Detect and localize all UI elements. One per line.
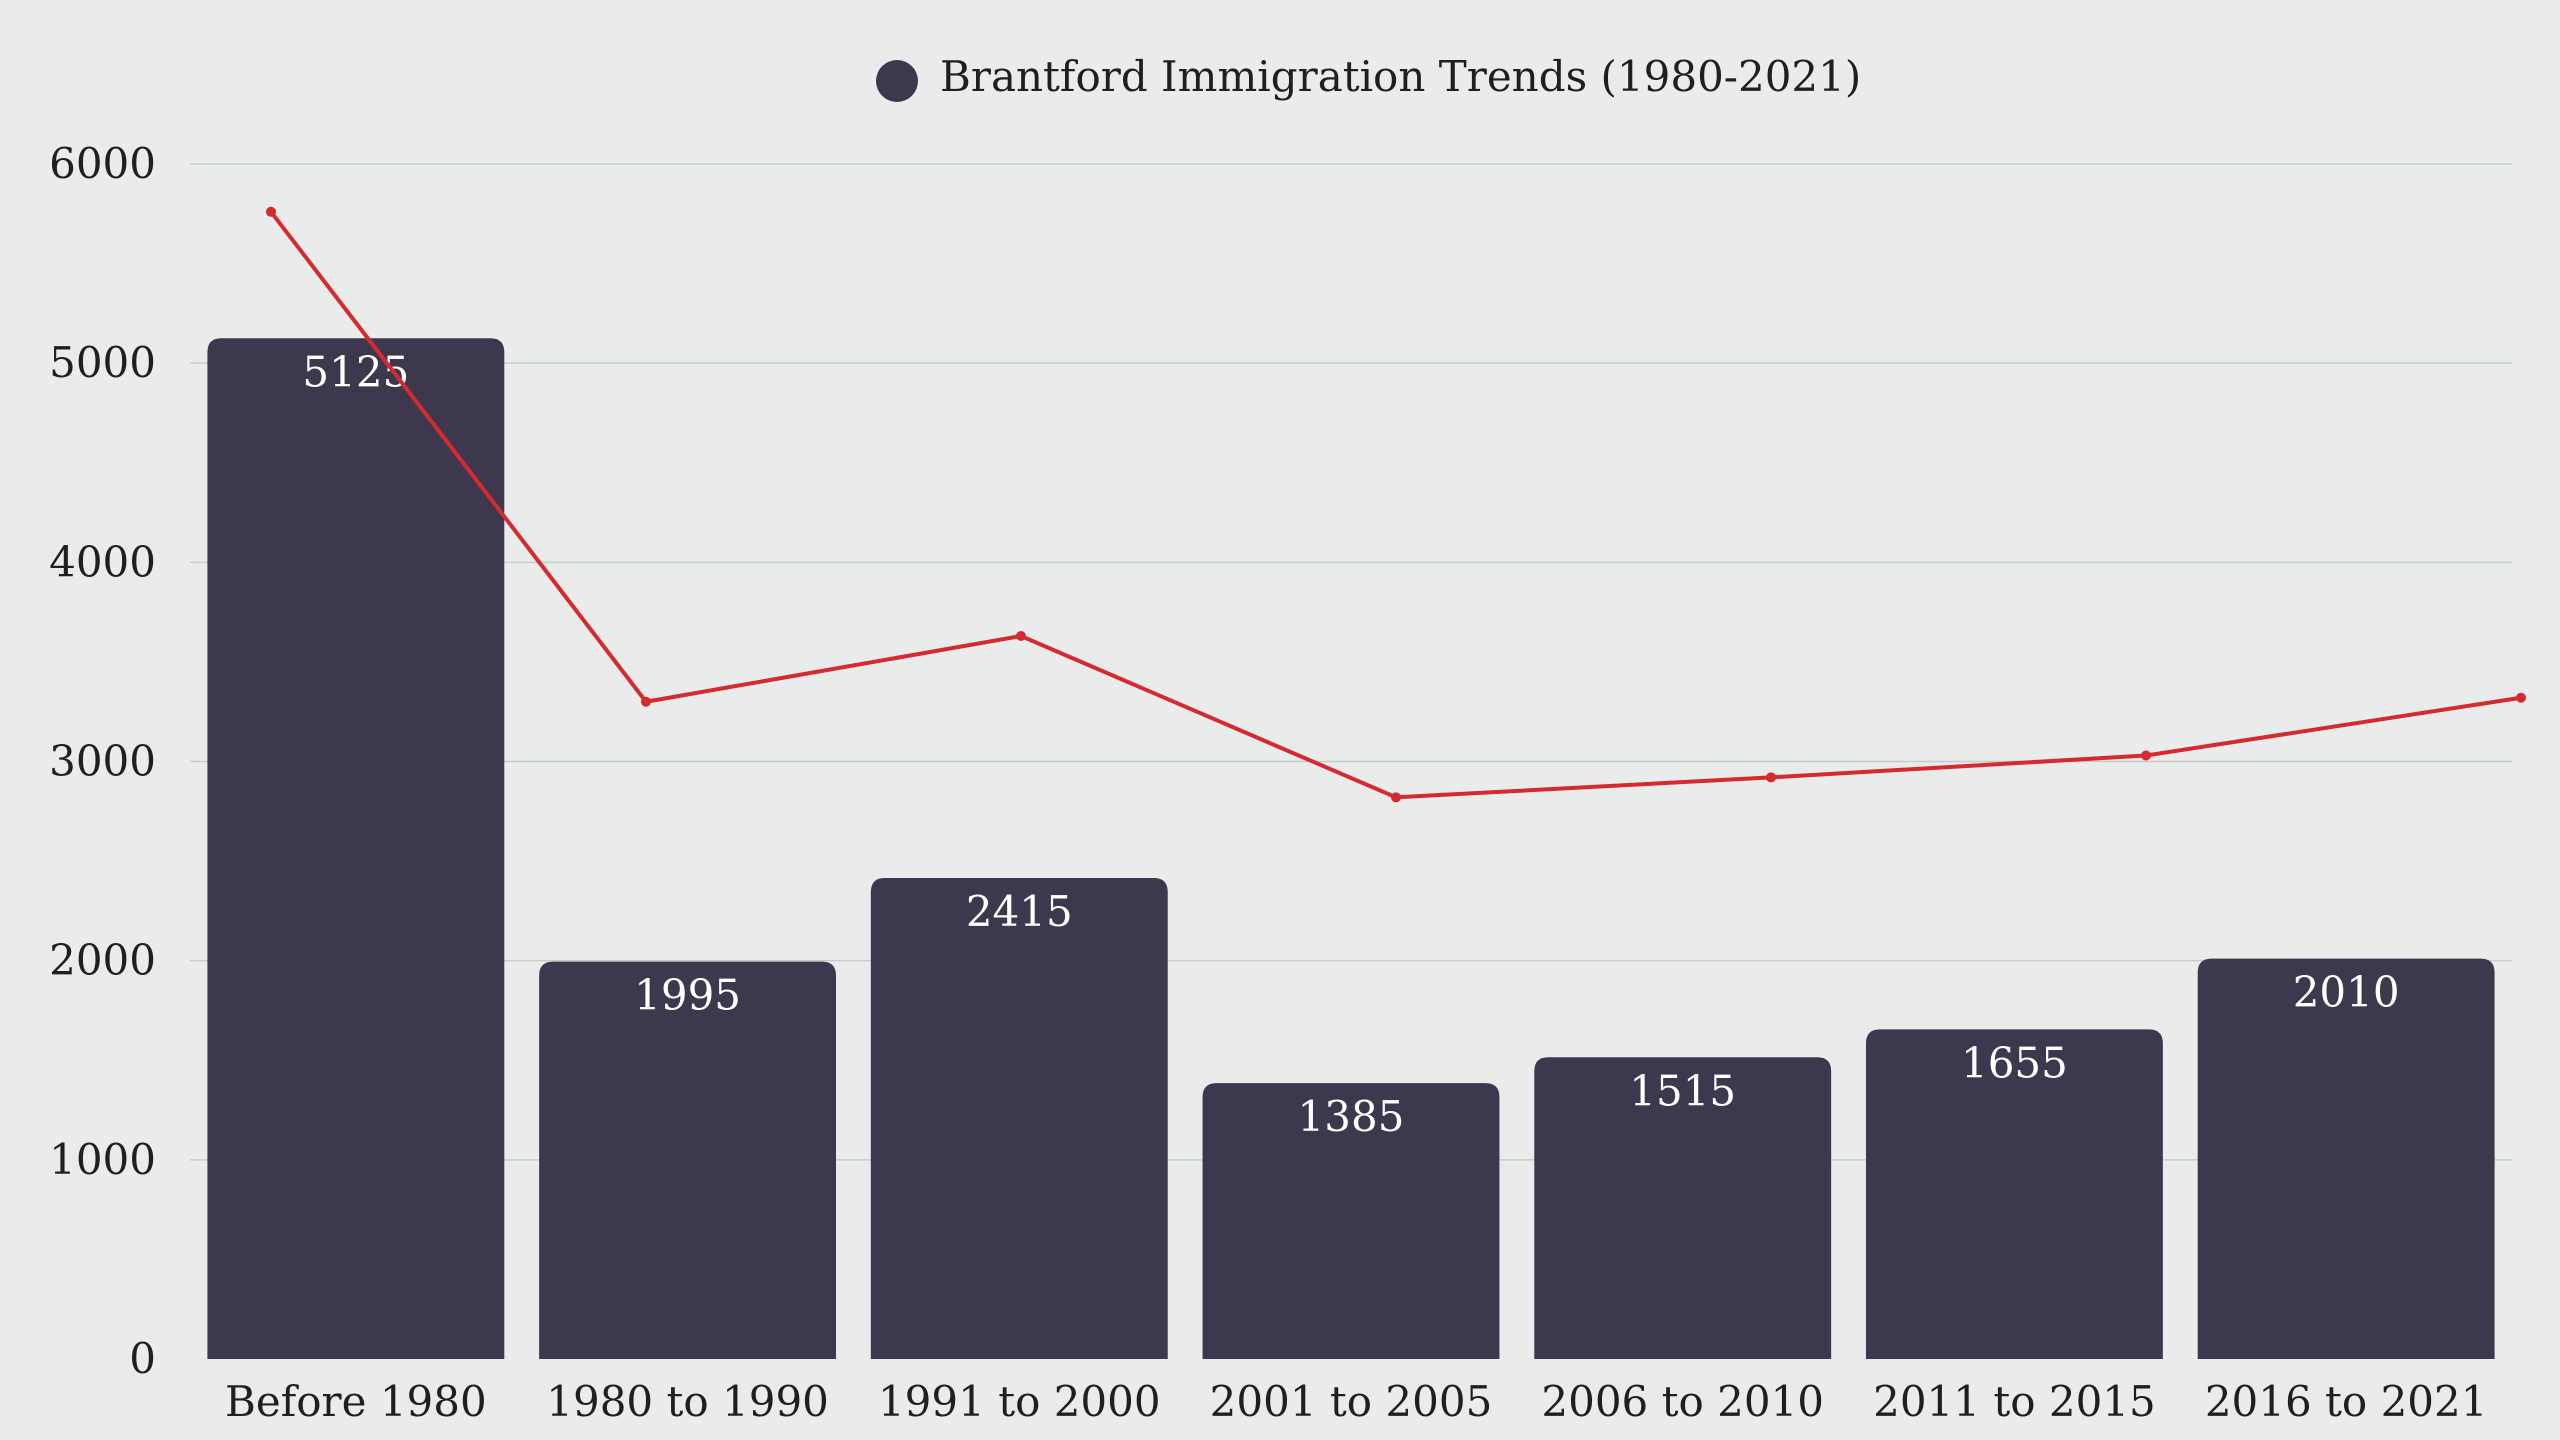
y-axis: 6000 5000 4000 3000 2000 1000 0 (49, 139, 156, 1383)
x-tick-label: 2006 to 2010 (1541, 1377, 1824, 1426)
y-tick-label: 6000 (49, 139, 156, 188)
legend-label: Brantford Immigration Trends (1980-2021) (940, 52, 1861, 101)
trend-line-point (2141, 750, 2151, 761)
bar-value-label: 1515 (1629, 1066, 1736, 1115)
gridlines (190, 163, 2512, 1161)
y-tick-label: 0 (129, 1334, 156, 1383)
bar (1534, 1057, 1832, 1359)
y-tick-label: 4000 (49, 537, 156, 586)
bar-value-label: 2415 (966, 887, 1073, 936)
bar (207, 338, 505, 1359)
trend-line-point (266, 206, 276, 217)
x-tick-label: Before 1980 (225, 1377, 487, 1426)
trend-line-path (269, 210, 2522, 800)
bar (1865, 1029, 2163, 1359)
bar (539, 961, 837, 1359)
x-tick-label: 1980 to 1990 (546, 1377, 829, 1426)
y-tick-label: 3000 (49, 737, 156, 786)
y-tick-label: 1000 (49, 1135, 156, 1184)
trend-line-point (1016, 631, 1026, 642)
bar-value-label: 1385 (1298, 1092, 1405, 1141)
legend-swatch (876, 60, 918, 102)
x-tick-label: 2011 to 2015 (1873, 1377, 2156, 1426)
trend-line-point (1766, 772, 1776, 783)
bar-value-label: 1655 (1961, 1038, 2068, 1087)
x-tick-label: 2016 to 2021 (2205, 1377, 2488, 1426)
x-axis: Before 1980 1980 to 1990 1991 to 2000 2001 … (225, 1377, 2487, 1426)
bars (207, 338, 2495, 1359)
legend[interactable]: Brantford Immigration Trends (1980-2021) (876, 52, 1861, 102)
y-tick-label: 2000 (49, 936, 156, 985)
bar-value-label: 1995 (634, 971, 741, 1020)
x-tick-label: 2001 to 2005 (1210, 1377, 1493, 1426)
y-tick-label: 5000 (49, 338, 156, 387)
x-tick-label: 1991 to 2000 (878, 1377, 1161, 1426)
trend-line-point (2516, 692, 2526, 703)
trend-line-point (641, 696, 651, 707)
bar-value-label: 2010 (2293, 968, 2400, 1017)
trend-line (266, 206, 2526, 803)
trend-line-point (1391, 792, 1401, 803)
bar (870, 878, 1168, 1359)
bar (1202, 1083, 1500, 1359)
bar (2197, 958, 2495, 1359)
